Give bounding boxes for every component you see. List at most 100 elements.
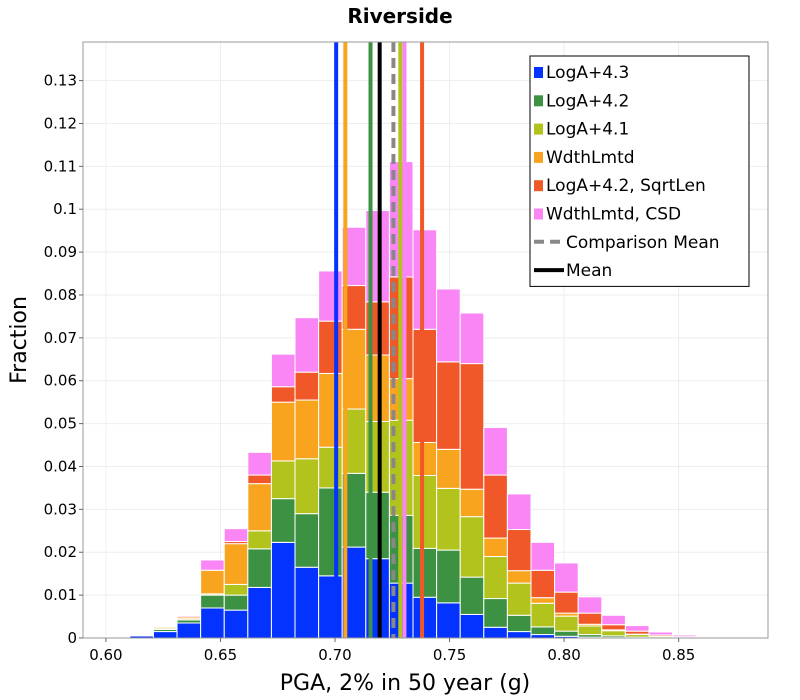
x-tick-label: 0.85 (662, 646, 695, 664)
bar-loga-4-3 (506, 631, 532, 639)
bar-loga-4-2 (200, 594, 225, 609)
bar-wdthlmtd-csd (294, 317, 320, 373)
bar-wdthlmtd-csd (648, 631, 674, 636)
chart-title: Riverside (347, 4, 452, 28)
bar-wdthlmtd (412, 441, 438, 476)
x-tick-label: 0.60 (89, 646, 122, 664)
bar-wdthlmtd-csd (318, 270, 343, 322)
bar-loga-4-3 (318, 575, 343, 639)
legend-label-comparison-mean: Comparison Mean (566, 233, 720, 253)
legend: LogA+4.3 LogA+4.2 LogA+4.1 WdthLmtd LogA+4.2… (529, 55, 750, 287)
bar-wdthlmtd-csd (247, 451, 272, 476)
legend-label-loga-4-2-sqrtlen: LogA+4.2, SqrtLen (546, 176, 706, 196)
legend-label-loga-4-3: LogA+4.3 (546, 63, 629, 83)
y-axis-ticks: 0 0.01 0.02 0.03 0.04 0.05 0.06 0.07 0.08 0.09 0.1… (44, 72, 83, 647)
bar-wdthlmtd (318, 372, 343, 448)
bar-wdthlmtd (506, 570, 532, 584)
bar-loga-4-1 (577, 625, 603, 636)
bar-wdthlmtd-csd (577, 596, 603, 614)
legend-label-mean: Mean (566, 261, 612, 281)
bar-wdthlmtd-csd (695, 636, 721, 639)
bar-loga-4-2 (530, 626, 556, 636)
bar-wdthlmtd (459, 488, 485, 518)
bar-wdthlmtd-csd (601, 614, 626, 626)
bar-loga-4-3 (483, 626, 508, 639)
bar-wdthlmtd-csd (459, 312, 485, 365)
y-tick-label: 0.08 (44, 286, 77, 304)
y-tick-label: 0.1 (53, 200, 77, 218)
bar-loga-4-2-sqrtlen (506, 529, 532, 572)
bar-loga-4-2-sqrtlen (577, 612, 603, 625)
bar-wdthlmtd-csd (483, 426, 508, 476)
bar-wdthlmtd (483, 537, 508, 558)
y-tick-label: 0.11 (44, 157, 77, 175)
bar-wdthlmtd-csd (436, 288, 461, 363)
bar-wdthlmtd-csd (270, 353, 296, 388)
bar-loga-4-3 (270, 541, 296, 639)
y-tick-label: 0.01 (44, 586, 77, 604)
legend-swatch-loga-4-1 (534, 123, 543, 135)
y-tick-label: 0.07 (44, 329, 77, 347)
x-axis-ticks: 0.60 0.65 0.70 0.75 0.80 0.85 (89, 638, 695, 664)
bar-loga-4-1 (318, 446, 343, 489)
y-tick-label: 0.06 (44, 372, 77, 390)
y-tick-label: 0.05 (44, 415, 77, 433)
bar-wdthlmtd-csd (554, 562, 579, 593)
bar-loga-4-2 (554, 630, 579, 637)
bar-loga-4-2-sqrtlen (270, 386, 296, 403)
bar-loga-4-2 (436, 549, 461, 604)
legend-label-wdthlmtd-csd: WdthLmtd, CSD (546, 205, 681, 225)
bar-wdthlmtd-csd (624, 625, 650, 632)
bar-loga-4-2-sqrtlen (459, 363, 485, 490)
bar-loga-4-1 (436, 487, 461, 551)
bar-wdthlmtd (530, 597, 556, 604)
bar-loga-4-1 (294, 458, 320, 515)
bar-wdthlmtd-csd (412, 229, 438, 330)
bar-wdthlmtd-csd (152, 625, 178, 628)
y-axis-title: Fraction (7, 296, 32, 384)
bar-loga-4-3 (412, 596, 438, 639)
bar-loga-4-3 (436, 602, 461, 639)
bar-loga-4-2-sqrtlen (601, 624, 626, 631)
bar-loga-4-2 (247, 548, 272, 588)
bar-loga-4-2-sqrtlen (483, 474, 508, 539)
bar-loga-4-1 (483, 556, 508, 600)
y-tick-label: 0.12 (44, 114, 77, 132)
x-tick-label: 0.70 (318, 646, 351, 664)
bar-loga-4-1 (247, 530, 272, 550)
bar-loga-4-2-sqrtlen (247, 474, 272, 485)
bar-loga-4-3 (459, 613, 485, 639)
bar-loga-4-2-sqrtlen (294, 371, 320, 401)
bar-loga-4-2 (459, 576, 485, 615)
bar-loga-4-1 (459, 516, 485, 578)
bar-loga-4-1 (554, 615, 579, 632)
legend-label-loga-4-2: LogA+4.2 (546, 91, 629, 111)
bar-loga-4-3 (294, 566, 320, 639)
y-tick-label: 0.03 (44, 500, 77, 518)
mean-lines-group (334, 42, 425, 638)
bar-wdthlmtd (223, 543, 249, 585)
bars-group (105, 161, 744, 639)
bar-loga-4-1 (530, 602, 556, 628)
y-tick-label: 0.04 (44, 457, 77, 475)
legend-label-wdthlmtd: WdthLmtd (546, 148, 635, 168)
x-axis-title: PGA, 2% in 50 year (g) (280, 671, 531, 696)
bar-loga-4-1 (601, 630, 626, 637)
bar-wdthlmtd-csd (506, 493, 532, 531)
legend-label-loga-4-1: LogA+4.1 (546, 120, 629, 140)
y-tick-label: 0 (67, 629, 77, 647)
bar-loga-4-3 (152, 631, 178, 639)
x-tick-label: 0.65 (204, 646, 237, 664)
bar-wdthlmtd (200, 569, 225, 595)
legend-swatch-wdthlmtd (534, 151, 543, 163)
bar-loga-4-3 (200, 607, 225, 639)
bar-loga-4-1 (223, 583, 249, 596)
bar-loga-4-2 (412, 547, 438, 598)
x-tick-label: 0.80 (547, 646, 580, 664)
legend-swatch-loga-4-3 (534, 67, 543, 78)
bar-loga-4-1 (270, 460, 296, 500)
bar-loga-4-2 (223, 594, 249, 611)
y-tick-label: 0.13 (44, 72, 77, 90)
bar-wdthlmtd-csd (200, 559, 225, 571)
